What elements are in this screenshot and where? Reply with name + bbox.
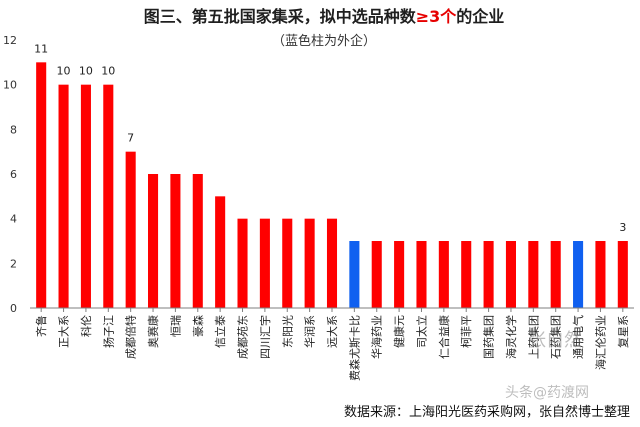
y-tick-label: 2 — [10, 257, 17, 270]
data-label: 10 — [57, 65, 71, 78]
chart-title-highlight: ≥3个 — [416, 7, 458, 26]
source-note: 数据来源：上海阳光医药采购网，张自然博士整理 — [344, 404, 630, 420]
bar — [505, 241, 516, 308]
data-label: 10 — [79, 65, 93, 78]
y-tick-label: 10 — [3, 79, 17, 92]
bar — [282, 218, 293, 308]
x-tick-label: 齐鲁 — [34, 315, 48, 337]
x-tick-label: 恒瑞 — [168, 315, 182, 337]
x-tick-label: 奥赛康 — [146, 315, 160, 348]
x-tick-label: 海灵化学 — [504, 315, 518, 359]
data-labels: 11 10 10 10 7 3 — [34, 42, 626, 234]
bar — [215, 196, 226, 308]
y-tick-label: 0 — [10, 302, 17, 315]
bar — [416, 241, 427, 308]
bar — [349, 241, 360, 308]
bar — [237, 218, 248, 308]
y-tick-label: 6 — [10, 168, 17, 181]
watermark-author: 张自然 — [528, 330, 582, 351]
y-tick-label: 4 — [10, 213, 17, 226]
bar — [461, 241, 472, 308]
bar — [36, 62, 47, 309]
watermark-site: 头条@药渡网 — [505, 384, 589, 401]
bar — [103, 84, 114, 309]
bar — [595, 241, 606, 308]
x-tick-label: 远大系 — [325, 315, 339, 348]
x-tick-label: 成都苑东 — [237, 315, 250, 359]
bar — [394, 241, 405, 308]
chart-subtitle: （蓝色柱为外企） — [272, 33, 376, 49]
x-tick-label: 科伦 — [79, 315, 93, 337]
bar — [528, 241, 539, 308]
bar — [438, 241, 449, 308]
chart-title-suffix: 的企业 — [456, 7, 504, 26]
bar — [326, 218, 338, 308]
x-tick-label: 华润系 — [303, 315, 317, 348]
y-tick-label: 12 — [3, 34, 17, 47]
x-tick-label: 仁合益康 — [437, 315, 451, 359]
bar — [617, 241, 628, 308]
x-tick-label: 上药集团 — [526, 315, 540, 359]
bar — [170, 174, 181, 308]
bar — [259, 218, 270, 308]
bar — [80, 84, 91, 309]
bar — [573, 241, 584, 308]
bar — [550, 241, 561, 308]
x-tick-label: 通用电气 — [571, 315, 585, 359]
x-tick-label: 司太立 — [414, 315, 428, 348]
x-tick-label: 豪森 — [191, 315, 205, 337]
bar — [483, 241, 494, 308]
bar — [371, 241, 382, 308]
bars — [36, 62, 628, 309]
x-tick-label: 费森尤斯卡比 — [347, 315, 361, 381]
y-axis: 0 2 4 6 8 10 12 — [3, 34, 17, 315]
chart-title-main: 图三、第五批国家集采，拟中选品种数 — [144, 7, 417, 26]
x-tick-label: 石药集团 — [549, 315, 563, 359]
bar — [125, 151, 136, 308]
bar — [148, 174, 159, 308]
x-tick-label: 东阳光 — [280, 315, 294, 348]
x-tick-label: 信立泰 — [213, 315, 227, 348]
data-label: 7 — [127, 132, 134, 145]
data-label: 11 — [34, 42, 48, 55]
x-tick-label: 四川汇宇 — [259, 315, 272, 359]
x-tick-label: 柯菲平 — [460, 315, 473, 348]
x-tick-label: 成都倍特 — [124, 315, 138, 359]
x-tick-label: 华海药业 — [370, 315, 384, 359]
x-tick-label: 正大系 — [57, 315, 71, 348]
x-tick-label: 国药集团 — [482, 315, 496, 359]
x-tick-label: 扬子江 — [101, 315, 115, 348]
x-tick-label: 健康元 — [392, 315, 406, 348]
data-label: 3 — [619, 221, 626, 234]
data-label: 10 — [101, 65, 115, 78]
y-tick-label: 8 — [10, 123, 17, 136]
bar — [58, 84, 69, 309]
x-tick-label: 复星系 — [616, 315, 630, 348]
bar — [192, 174, 203, 308]
x-tick-label: 海汇伦药业 — [593, 315, 607, 370]
chart-title: 图三、第五批国家集采，拟中选品种数≥3个的企业 — [144, 7, 505, 26]
x-axis: 齐鲁 正大系 科伦 扬子江 成都倍特 奥赛康 恒瑞 豪森 信立泰 成都苑东 四川汇宇 东阳光 华润系 远大… — [30, 307, 634, 381]
bar — [304, 218, 315, 308]
